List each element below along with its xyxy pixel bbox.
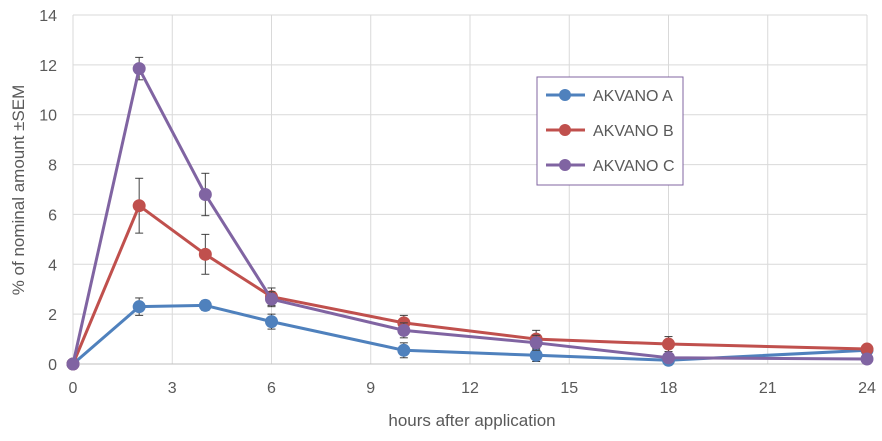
x-tick-label: 6	[267, 380, 276, 397]
series-line	[71, 67, 868, 365]
series	[66, 56, 874, 371]
data-point	[132, 199, 146, 213]
legend-marker	[559, 124, 571, 136]
x-tick-label: 3	[168, 380, 177, 397]
legend-marker	[559, 89, 571, 101]
x-tick-label: 18	[660, 380, 678, 397]
x-tick-label: 15	[560, 380, 578, 397]
data-point	[132, 62, 146, 76]
x-tick-label: 0	[69, 380, 78, 397]
y-tick-label: 2	[48, 307, 57, 324]
data-point	[198, 187, 212, 201]
data-point	[397, 343, 411, 357]
data-point	[198, 247, 212, 261]
data-point	[860, 352, 874, 366]
y-tick-label: 10	[39, 108, 57, 125]
series-line	[71, 204, 868, 365]
data-point	[198, 298, 212, 312]
y-tick-label: 6	[48, 207, 57, 224]
legend-label: AKVANO C	[593, 158, 675, 175]
x-axis-label: hours after application	[388, 411, 555, 430]
data-point	[662, 351, 675, 365]
data-point	[529, 348, 543, 362]
data-point	[66, 357, 80, 371]
y-tick-label: 4	[48, 257, 57, 274]
legend-label: AKVANO A	[593, 88, 673, 105]
x-tick-label: 9	[366, 380, 375, 397]
series-akvano-c	[66, 56, 874, 371]
legend-marker	[559, 159, 571, 171]
y-axis-label: % of nominal amount ±SEM	[9, 85, 28, 296]
data-point	[132, 300, 146, 314]
grid	[72, 14, 868, 365]
data-point	[529, 336, 543, 350]
data-point	[265, 292, 278, 306]
y-tick-label: 8	[48, 158, 57, 175]
legend-label: AKVANO B	[593, 123, 674, 140]
series-line	[72, 303, 868, 366]
legend: AKVANO A AKVANO B AKVANO C	[536, 76, 684, 186]
x-tick-label: 24	[858, 380, 876, 397]
y-tick-label: 14	[39, 8, 57, 25]
y-tick-label: 0	[48, 357, 57, 374]
y-tick-label: 12	[39, 58, 57, 75]
data-point	[662, 337, 675, 351]
data-point	[265, 315, 278, 329]
data-point	[397, 323, 411, 337]
x-tick-label: 21	[759, 380, 777, 397]
x-tick-label: 12	[461, 380, 479, 397]
